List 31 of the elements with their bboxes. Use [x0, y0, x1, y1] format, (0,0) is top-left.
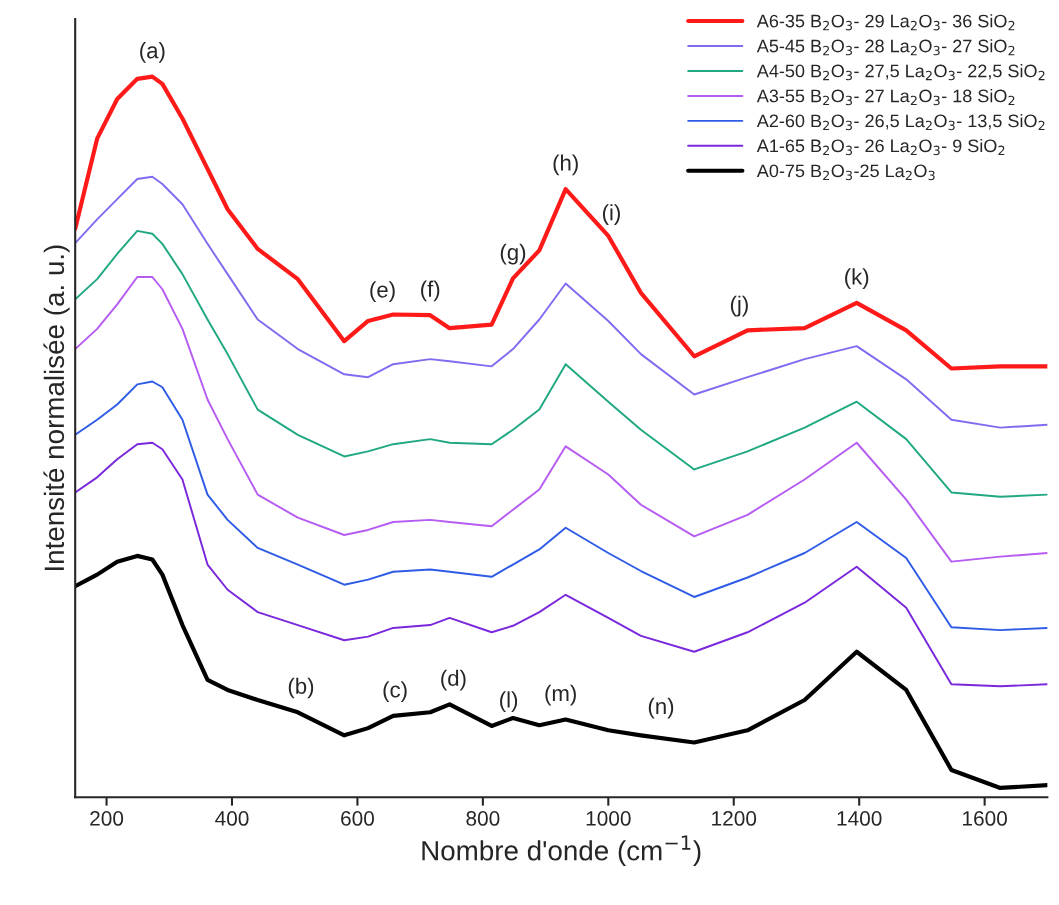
x-tick-label: 1600	[963, 811, 1007, 826]
text: A5-45 B$_{2}$O$_{3}$- 28 La$_{2}$O$_{3}$- 27 SiO$_{2}$	[756, 39, 1015, 56]
annotation: (i)	[602, 204, 620, 225]
annotation: (d)	[441, 669, 466, 691]
text: A6-35 B$_{2}$O$_{3}$- 29 La$_{2}$O$_{3}$- 36 SiO$_{2}$	[756, 14, 1015, 31]
text: A2-60 B$_{2}$O$_{3}$- 26,5 La$_{2}$O$_{3}$- 13,5 SiO$_{2}$	[756, 114, 1045, 131]
annotation: (h)	[553, 154, 578, 176]
text: A1-65 B$_{2}$O$_{3}$- 26 La$_{2}$O$_{3}$- 9 SiO$_{2}$	[756, 138, 1005, 156]
annotation: (c)	[383, 681, 407, 702]
annotation: (a)	[140, 42, 165, 63]
y-axis-title: Intensité normalisée (a. u.)	[43, 245, 70, 571]
annotation: (e)	[370, 281, 395, 303]
annotation: (k)	[845, 268, 869, 290]
x-tick-label: 1000	[586, 811, 631, 826]
annotation: (g)	[500, 243, 526, 265]
annotation: (f)	[421, 280, 440, 302]
annotation: (n)	[648, 697, 674, 719]
x-tick-label: 800	[466, 811, 500, 826]
x-tick-label: 600	[341, 811, 374, 826]
x-tick-label: 1400	[837, 811, 882, 826]
annotation: (m)	[545, 684, 576, 706]
text: A3-55 B$_{2}$O$_{3}$- 27 La$_{2}$O$_{3}$- 18 SiO$_{2}$	[756, 89, 1015, 106]
annotation: (j)	[730, 295, 748, 317]
legend-label: A0-75 B$_{2}$O$_{3}$-25 La$_{2}$O$_{3}$	[756, 164, 935, 181]
x-tick-label: 200	[90, 811, 124, 826]
annotation: (b)	[288, 677, 314, 699]
x-tick-label: 1200	[712, 811, 757, 826]
text: A4-50 B$_{2}$O$_{3}$- 27,5 La$_{2}$O$_{3}$- 22,5 SiO$_{2}$	[756, 64, 1045, 81]
annotation: (l)	[500, 691, 518, 713]
x-tick-label: 400	[215, 811, 249, 826]
x-axis-title: Nombre d'onde (cm$^{−1}$)	[422, 835, 701, 867]
